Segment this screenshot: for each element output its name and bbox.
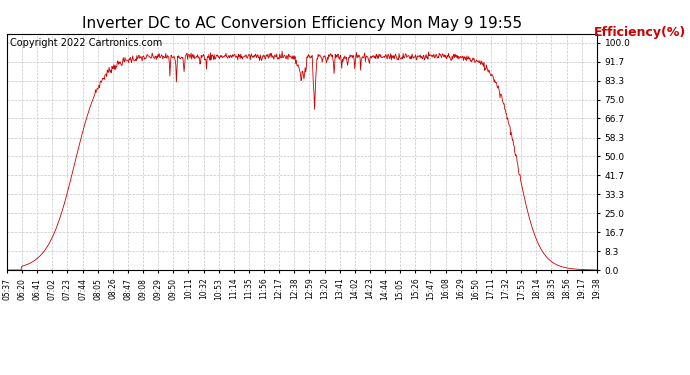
Text: Copyright 2022 Cartronics.com: Copyright 2022 Cartronics.com bbox=[10, 39, 162, 48]
Title: Inverter DC to AC Conversion Efficiency Mon May 9 19:55: Inverter DC to AC Conversion Efficiency … bbox=[82, 16, 522, 31]
Text: Efficiency(%): Efficiency(%) bbox=[594, 26, 687, 39]
